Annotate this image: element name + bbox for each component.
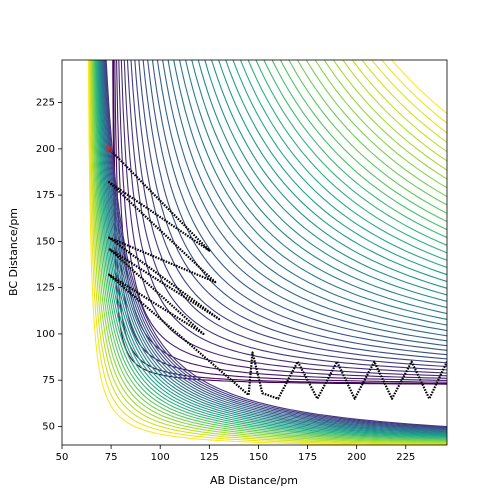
x-tick-label: 200 <box>347 452 366 463</box>
contour-line <box>90 60 447 444</box>
contour-line <box>103 60 447 430</box>
x-tick-label: 100 <box>151 452 170 463</box>
contour-line <box>112 60 447 385</box>
contour-line <box>105 60 447 428</box>
contour-line <box>118 60 447 379</box>
x-tick-label: 50 <box>56 452 69 463</box>
start-marker <box>105 145 113 153</box>
contour-line <box>93 60 447 440</box>
axes-frame <box>61 59 448 446</box>
contour-line <box>204 60 447 296</box>
contour-line <box>101 60 447 432</box>
contour-line <box>130 60 447 367</box>
contour-line <box>371 60 447 134</box>
y-axis-label: BC Distance/pm <box>7 208 20 296</box>
y-tick-label: 200 <box>36 144 55 155</box>
x-tick-label: 225 <box>396 452 415 463</box>
y-tick-label: 225 <box>36 98 55 109</box>
contour-line <box>123 60 447 374</box>
contour-line <box>95 60 447 438</box>
contour-line <box>102 60 447 431</box>
contour-line <box>114 60 447 383</box>
contour-line <box>96 60 447 437</box>
contour-line <box>162 60 447 337</box>
contour-line <box>138 60 447 360</box>
y-tick-label: 125 <box>36 283 55 294</box>
contour-line <box>98 60 447 436</box>
contour-line <box>91 60 447 443</box>
contour-line <box>104 60 447 429</box>
contour-line <box>87 60 431 445</box>
y-tick-label: 175 <box>36 190 55 201</box>
contour-line <box>101 60 447 432</box>
contour-line <box>92 60 447 441</box>
contour-line <box>167 60 447 332</box>
x-tick-label: 175 <box>298 452 317 463</box>
contour-line <box>134 60 447 364</box>
contour-line <box>89 60 447 445</box>
contour-line <box>147 60 447 351</box>
x-tick-label: 125 <box>200 452 219 463</box>
contour-line <box>90 60 447 444</box>
contour-line <box>179 60 447 320</box>
contour-line <box>98 60 447 435</box>
contour-line <box>173 60 447 326</box>
contour-line <box>323 60 447 180</box>
contour-line <box>92 60 447 442</box>
y-tick-label: 150 <box>36 236 55 247</box>
y-tick-label: 75 <box>42 375 55 386</box>
contour-line <box>296 60 447 206</box>
x-tick-label: 75 <box>105 452 118 463</box>
contour-line <box>100 60 447 433</box>
contour-line <box>97 60 447 436</box>
contour-line <box>99 60 447 434</box>
contour-line <box>288 60 447 214</box>
contour-line <box>88 60 447 445</box>
x-tick-label: 150 <box>249 452 268 463</box>
contours <box>87 60 447 445</box>
contour-line <box>104 60 447 428</box>
y-tick-label: 100 <box>36 329 55 340</box>
contour-line <box>94 60 447 440</box>
contour-line <box>120 60 447 377</box>
contour-line <box>142 60 447 356</box>
x-axis-label: AB Distance/pm <box>210 474 298 487</box>
contour-line <box>95 60 447 439</box>
contour-line <box>305 60 447 198</box>
y-tick-label: 50 <box>42 421 55 432</box>
contour-line <box>126 60 447 371</box>
contour-line <box>151 60 447 347</box>
contour-line <box>156 60 447 342</box>
